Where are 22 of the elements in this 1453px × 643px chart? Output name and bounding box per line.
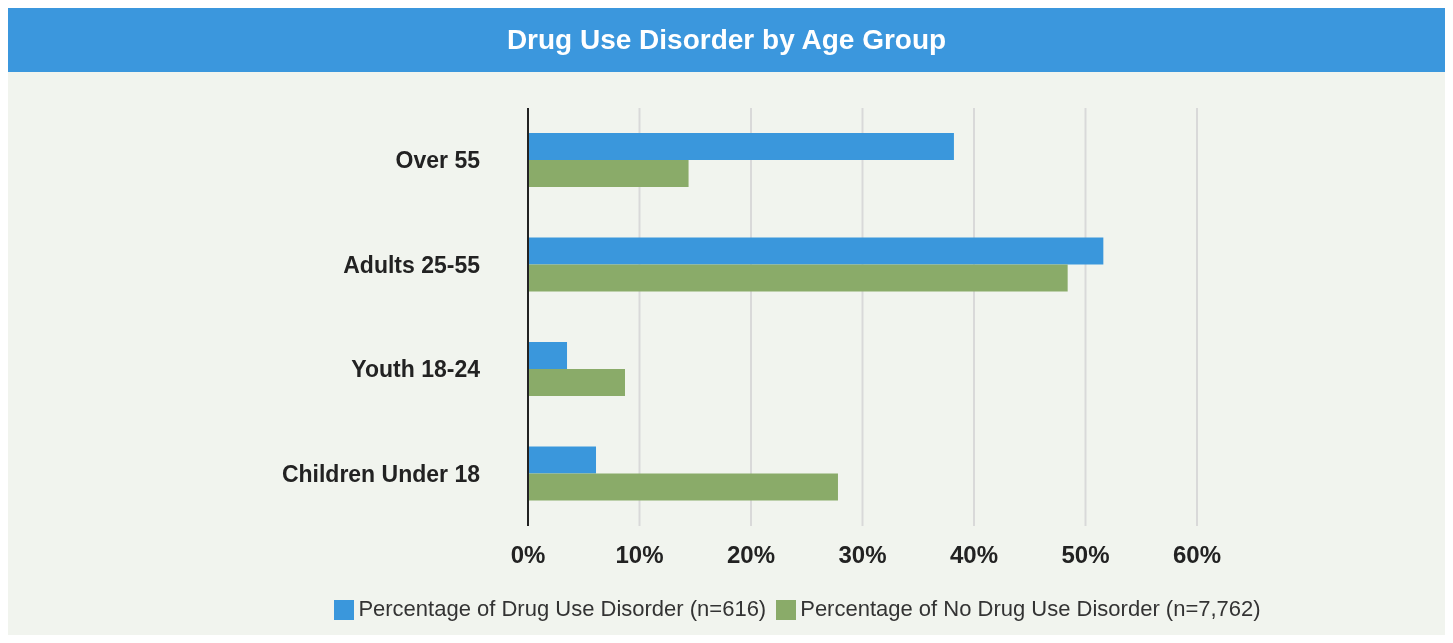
y-tick-label: Youth 18-24: [351, 356, 481, 383]
x-tick-label: 10%: [615, 541, 664, 569]
y-tick-label: Children Under 18: [281, 460, 481, 487]
bar: [528, 473, 838, 501]
x-tick-label: 40%: [949, 541, 999, 569]
x-tick-label: 30%: [838, 541, 887, 569]
bar: [528, 160, 689, 187]
y-tick-label: Adults 25-55: [343, 251, 481, 278]
legend-label: Percentage of Drug Use Disorder (n=616): [358, 596, 767, 621]
x-tick-label: 20%: [726, 541, 776, 569]
y-tick-label: Over 55: [395, 147, 481, 174]
bar: [528, 342, 568, 369]
chart-title: Drug Use Disorder by Age Group: [8, 8, 1445, 72]
bar: [528, 446, 597, 474]
bar: [528, 237, 1104, 265]
x-tick-label: 60%: [1172, 541, 1222, 569]
bar: [528, 369, 626, 396]
bar: [528, 264, 1068, 292]
x-tick-label: 0%: [510, 541, 546, 569]
bar: [528, 133, 954, 160]
legend-label: Percentage of No Drug Use Disorder (n=7,762): [800, 596, 1261, 621]
x-tick-label: 50%: [1061, 541, 1110, 569]
